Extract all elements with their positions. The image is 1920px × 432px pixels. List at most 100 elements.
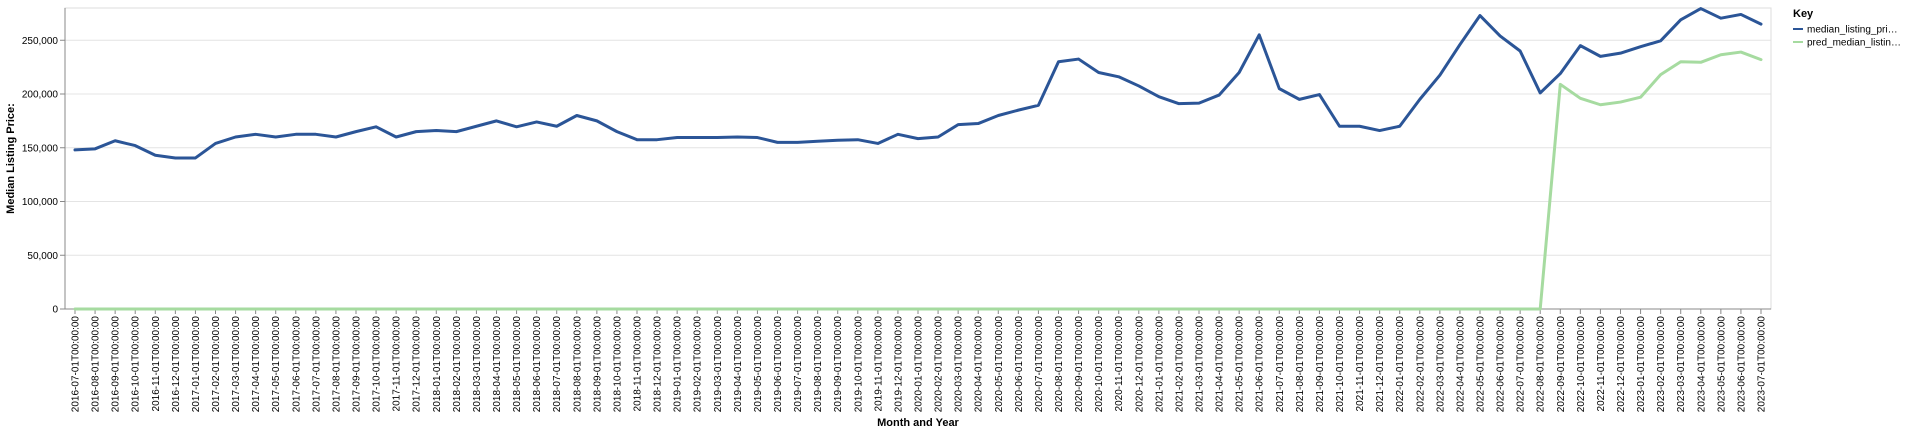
x-tick-label: 2023-02-01T00:00:00: [1656, 316, 1667, 413]
x-tick-label: 2022-04-01T00:00:00: [1455, 316, 1466, 413]
x-tick-label: 2020-04-01T00:00:00: [974, 316, 985, 413]
x-tick-label: 2020-07-01T00:00:00: [1034, 316, 1045, 413]
x-tick-label: 2018-05-01T00:00:00: [512, 316, 523, 413]
x-tick-label: 2019-08-01T00:00:00: [813, 316, 824, 413]
x-tick-label: 2018-07-01T00:00:00: [552, 316, 563, 413]
x-tick-label: 2021-09-01T00:00:00: [1315, 316, 1326, 413]
series-lines: [73, 7, 1763, 311]
x-tick-label: 2018-03-01T00:00:00: [472, 316, 483, 413]
y-tick-label: 50,000: [27, 251, 58, 262]
x-tick-label: 2021-08-01T00:00:00: [1295, 316, 1306, 413]
series-line-1: [73, 50, 1763, 311]
x-tick-label: 2021-02-01T00:00:00: [1174, 316, 1185, 413]
x-tick-label: 2021-03-01T00:00:00: [1195, 316, 1206, 413]
y-axis: 0 50,000 100,000 150,000 200,000 250,000: [22, 8, 66, 316]
legend-label-1: pred_median_listin…: [1807, 38, 1901, 49]
x-tick-label: 2020-02-01T00:00:00: [934, 316, 945, 413]
x-tick-label: 2019-04-01T00:00:00: [733, 316, 744, 413]
y-axis-title: Median Listing Price:: [5, 103, 17, 214]
x-tick-label: 2020-09-01T00:00:00: [1074, 316, 1085, 413]
x-tick-label: 2018-12-01T00:00:00: [653, 316, 664, 413]
x-tick-label: 2022-01-01T00:00:00: [1395, 316, 1406, 413]
x-tick-label: 2022-11-01T00:00:00: [1596, 316, 1607, 412]
x-tick-label: 2017-02-01T00:00:00: [211, 316, 222, 413]
x-tick-label: 2018-11-01T00:00:00: [633, 316, 644, 412]
x-tick-label: 2019-10-01T00:00:00: [853, 316, 864, 413]
x-tick-label: 2023-04-01T00:00:00: [1696, 316, 1707, 413]
x-tick-label: 2017-03-01T00:00:00: [231, 316, 242, 413]
x-tick-label: 2016-08-01T00:00:00: [91, 316, 102, 413]
x-tick-label: 2020-08-01T00:00:00: [1054, 316, 1065, 413]
x-tick-label: 2022-05-01T00:00:00: [1476, 316, 1487, 413]
x-tick-label: 2019-02-01T00:00:00: [693, 316, 704, 413]
x-tick-label: 2020-06-01T00:00:00: [1014, 316, 1025, 413]
x-tick-label: 2020-12-01T00:00:00: [1134, 316, 1145, 413]
x-tick-label: 2022-12-01T00:00:00: [1616, 316, 1627, 413]
x-tick-label: 2018-09-01T00:00:00: [592, 316, 603, 413]
x-tick-label: 2023-07-01T00:00:00: [1757, 316, 1768, 413]
y-tick-label: 0: [52, 305, 58, 316]
x-tick-label: 2021-10-01T00:00:00: [1335, 316, 1346, 413]
x-tick-label: 2020-10-01T00:00:00: [1094, 316, 1105, 413]
legend: Key median_listing_pri… pred_median_listi…: [1793, 8, 1901, 49]
x-tick-label: 2019-01-01T00:00:00: [673, 316, 684, 413]
x-axis-title: Month and Year: [877, 417, 959, 429]
y-tick-label: 200,000: [22, 90, 59, 101]
x-tick-label: 2021-04-01T00:00:00: [1215, 316, 1226, 413]
y-tick-label: 250,000: [22, 36, 59, 47]
x-tick-label: 2021-07-01T00:00:00: [1275, 316, 1286, 413]
x-tick-label: 2016-09-01T00:00:00: [111, 316, 122, 413]
x-tick-label: 2022-08-01T00:00:00: [1536, 316, 1547, 413]
x-tick-label: 2016-12-01T00:00:00: [171, 316, 182, 413]
x-tick-label: 2017-01-01T00:00:00: [191, 316, 202, 413]
x-tick-label: 2018-04-01T00:00:00: [492, 316, 503, 413]
x-tick-label: 2018-08-01T00:00:00: [572, 316, 583, 413]
x-tick-label: 2017-10-01T00:00:00: [372, 316, 383, 413]
x-tick-label: 2016-07-01T00:00:00: [71, 316, 82, 413]
x-tick-label: 2021-05-01T00:00:00: [1235, 316, 1246, 413]
x-tick-label: 2019-03-01T00:00:00: [713, 316, 724, 413]
x-tick-label: 2017-12-01T00:00:00: [412, 316, 423, 413]
x-tick-label: 2023-01-01T00:00:00: [1636, 316, 1647, 413]
x-tick-label: 2019-05-01T00:00:00: [753, 316, 764, 413]
series-line-0: [73, 7, 1763, 160]
x-tick-label: 2016-11-01T00:00:00: [151, 316, 162, 412]
x-tick-label: 2018-10-01T00:00:00: [612, 316, 623, 413]
y-tick-label: 100,000: [22, 197, 59, 208]
x-tick-label: 2021-12-01T00:00:00: [1375, 316, 1386, 413]
legend-label-0: median_listing_pri…: [1807, 25, 1898, 36]
x-tick-label: 2018-02-01T00:00:00: [452, 316, 463, 413]
x-tick-label: 2022-03-01T00:00:00: [1435, 316, 1446, 413]
x-tick-label: 2022-07-01T00:00:00: [1516, 316, 1527, 413]
x-tick-label: 2018-06-01T00:00:00: [532, 316, 543, 413]
x-tick-label: 2023-03-01T00:00:00: [1676, 316, 1687, 413]
x-tick-label: 2020-03-01T00:00:00: [954, 316, 965, 413]
x-tick-label: 2017-08-01T00:00:00: [331, 316, 342, 413]
legend-title: Key: [1793, 8, 1814, 20]
x-axis: 2016-07-01T00:00:00 2016-08-01T00:00:00 20…: [65, 308, 1771, 413]
x-tick-label: 2020-11-01T00:00:00: [1114, 316, 1125, 412]
x-tick-label: 2019-12-01T00:00:00: [893, 316, 904, 413]
x-tick-label: 2018-01-01T00:00:00: [432, 316, 443, 413]
x-tick-label: 2019-11-01T00:00:00: [873, 316, 884, 412]
y-tick-label: 150,000: [22, 143, 59, 154]
x-tick-label: 2020-05-01T00:00:00: [994, 316, 1005, 413]
x-tick-label: 2017-05-01T00:00:00: [271, 316, 282, 413]
x-tick-label: 2022-10-01T00:00:00: [1576, 316, 1587, 413]
x-tick-label: 2023-05-01T00:00:00: [1716, 316, 1727, 413]
x-tick-label: 2022-02-01T00:00:00: [1415, 316, 1426, 413]
x-tick-label: 2017-11-01T00:00:00: [392, 316, 403, 412]
x-tick-label: 2019-09-01T00:00:00: [833, 316, 844, 413]
x-tick-label: 2017-06-01T00:00:00: [291, 316, 302, 413]
x-tick-label: 2017-07-01T00:00:00: [311, 316, 322, 413]
x-tick-label: 2019-06-01T00:00:00: [773, 316, 784, 413]
x-tick-label: 2021-11-01T00:00:00: [1355, 316, 1366, 412]
x-tick-label: 2017-04-01T00:00:00: [251, 316, 262, 413]
x-tick-label: 2020-01-01T00:00:00: [914, 316, 925, 413]
x-tick-label: 2023-06-01T00:00:00: [1736, 316, 1747, 413]
x-tick-label: 2021-06-01T00:00:00: [1255, 316, 1266, 413]
x-tick-label: 2019-07-01T00:00:00: [793, 316, 804, 413]
x-tick-label: 2017-09-01T00:00:00: [352, 316, 363, 413]
